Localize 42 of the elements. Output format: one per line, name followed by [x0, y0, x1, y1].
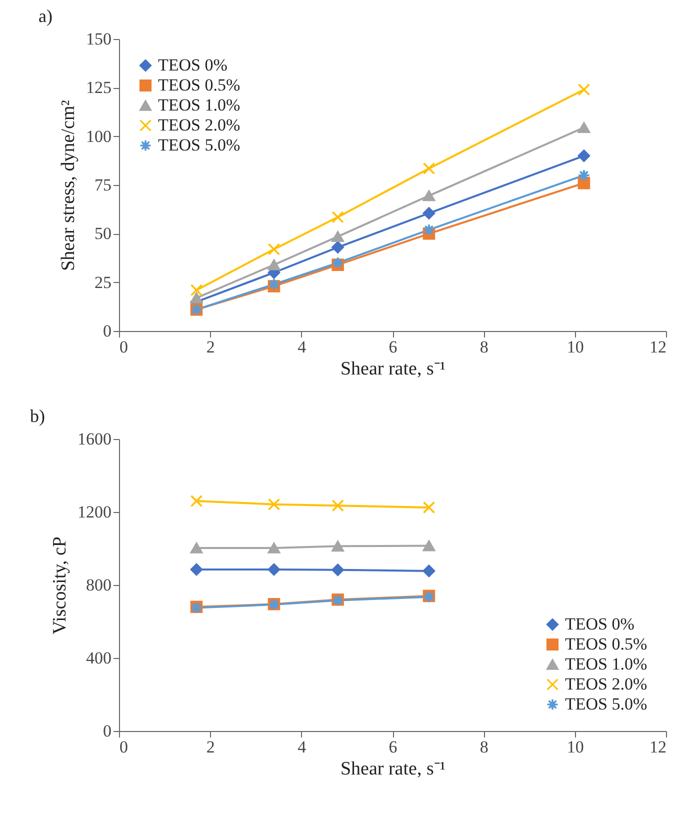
legend-label: TEOS 5.0%: [158, 136, 240, 154]
x-tick-label: 0: [120, 338, 128, 356]
y-tick-label: 0: [103, 722, 112, 740]
x-tick-label: 4: [298, 738, 307, 756]
x-axis-title: Shear rate, s⁻¹: [340, 358, 446, 380]
x-tick-label: 10: [566, 738, 584, 756]
legend-label: TEOS 0%: [565, 614, 634, 634]
y-tick-label: 50: [94, 224, 112, 244]
x-tick-label: 4: [298, 338, 307, 356]
y-tick-label: 400: [86, 648, 112, 668]
legend-label: TEOS 0.5%: [565, 634, 648, 654]
legend-label: TEOS 2.0%: [158, 116, 240, 134]
y-tick-label: 125: [86, 78, 112, 98]
y-tick-label: 0: [103, 322, 112, 340]
y-tick-label: 150: [86, 30, 112, 48]
x-tick-label: 12: [650, 338, 666, 356]
y-tick-label: 75: [94, 176, 112, 194]
legend-label: TEOS 2.0%: [565, 674, 648, 694]
y-tick-label: 100: [86, 126, 112, 146]
y-axis-title: Shear stress, dyne/cm²: [58, 100, 79, 271]
y-tick-label: 25: [94, 272, 112, 292]
x-tick-label: 6: [388, 338, 398, 356]
y-axis-title: Viscosity, cP: [50, 536, 70, 634]
text: a): [38, 6, 52, 26]
x-tick-label: 6: [388, 738, 398, 756]
y-tick-label: 800: [86, 576, 112, 594]
y-tick-label: 1200: [78, 502, 112, 522]
x-tick-label: 10: [566, 338, 584, 356]
legend-label: TEOS 0.5%: [158, 76, 240, 94]
legend-label: TEOS 5.0%: [565, 694, 648, 714]
x-axis-title: Shear rate, s⁻¹: [340, 758, 446, 780]
x-tick-label: 8: [480, 738, 488, 756]
x-tick-label: 2: [206, 738, 215, 756]
x-tick-label: 8: [480, 338, 488, 356]
x-tick-label: 0: [120, 738, 128, 756]
text: b): [30, 406, 45, 426]
y-tick-label: 1600: [78, 430, 112, 448]
x-tick-label: 12: [650, 738, 666, 756]
x-tick-label: 2: [206, 338, 215, 356]
legend-label: TEOS 1.0%: [565, 654, 648, 674]
legend-label: TEOS 0%: [158, 56, 228, 74]
legend-label: TEOS 1.0%: [158, 96, 240, 114]
